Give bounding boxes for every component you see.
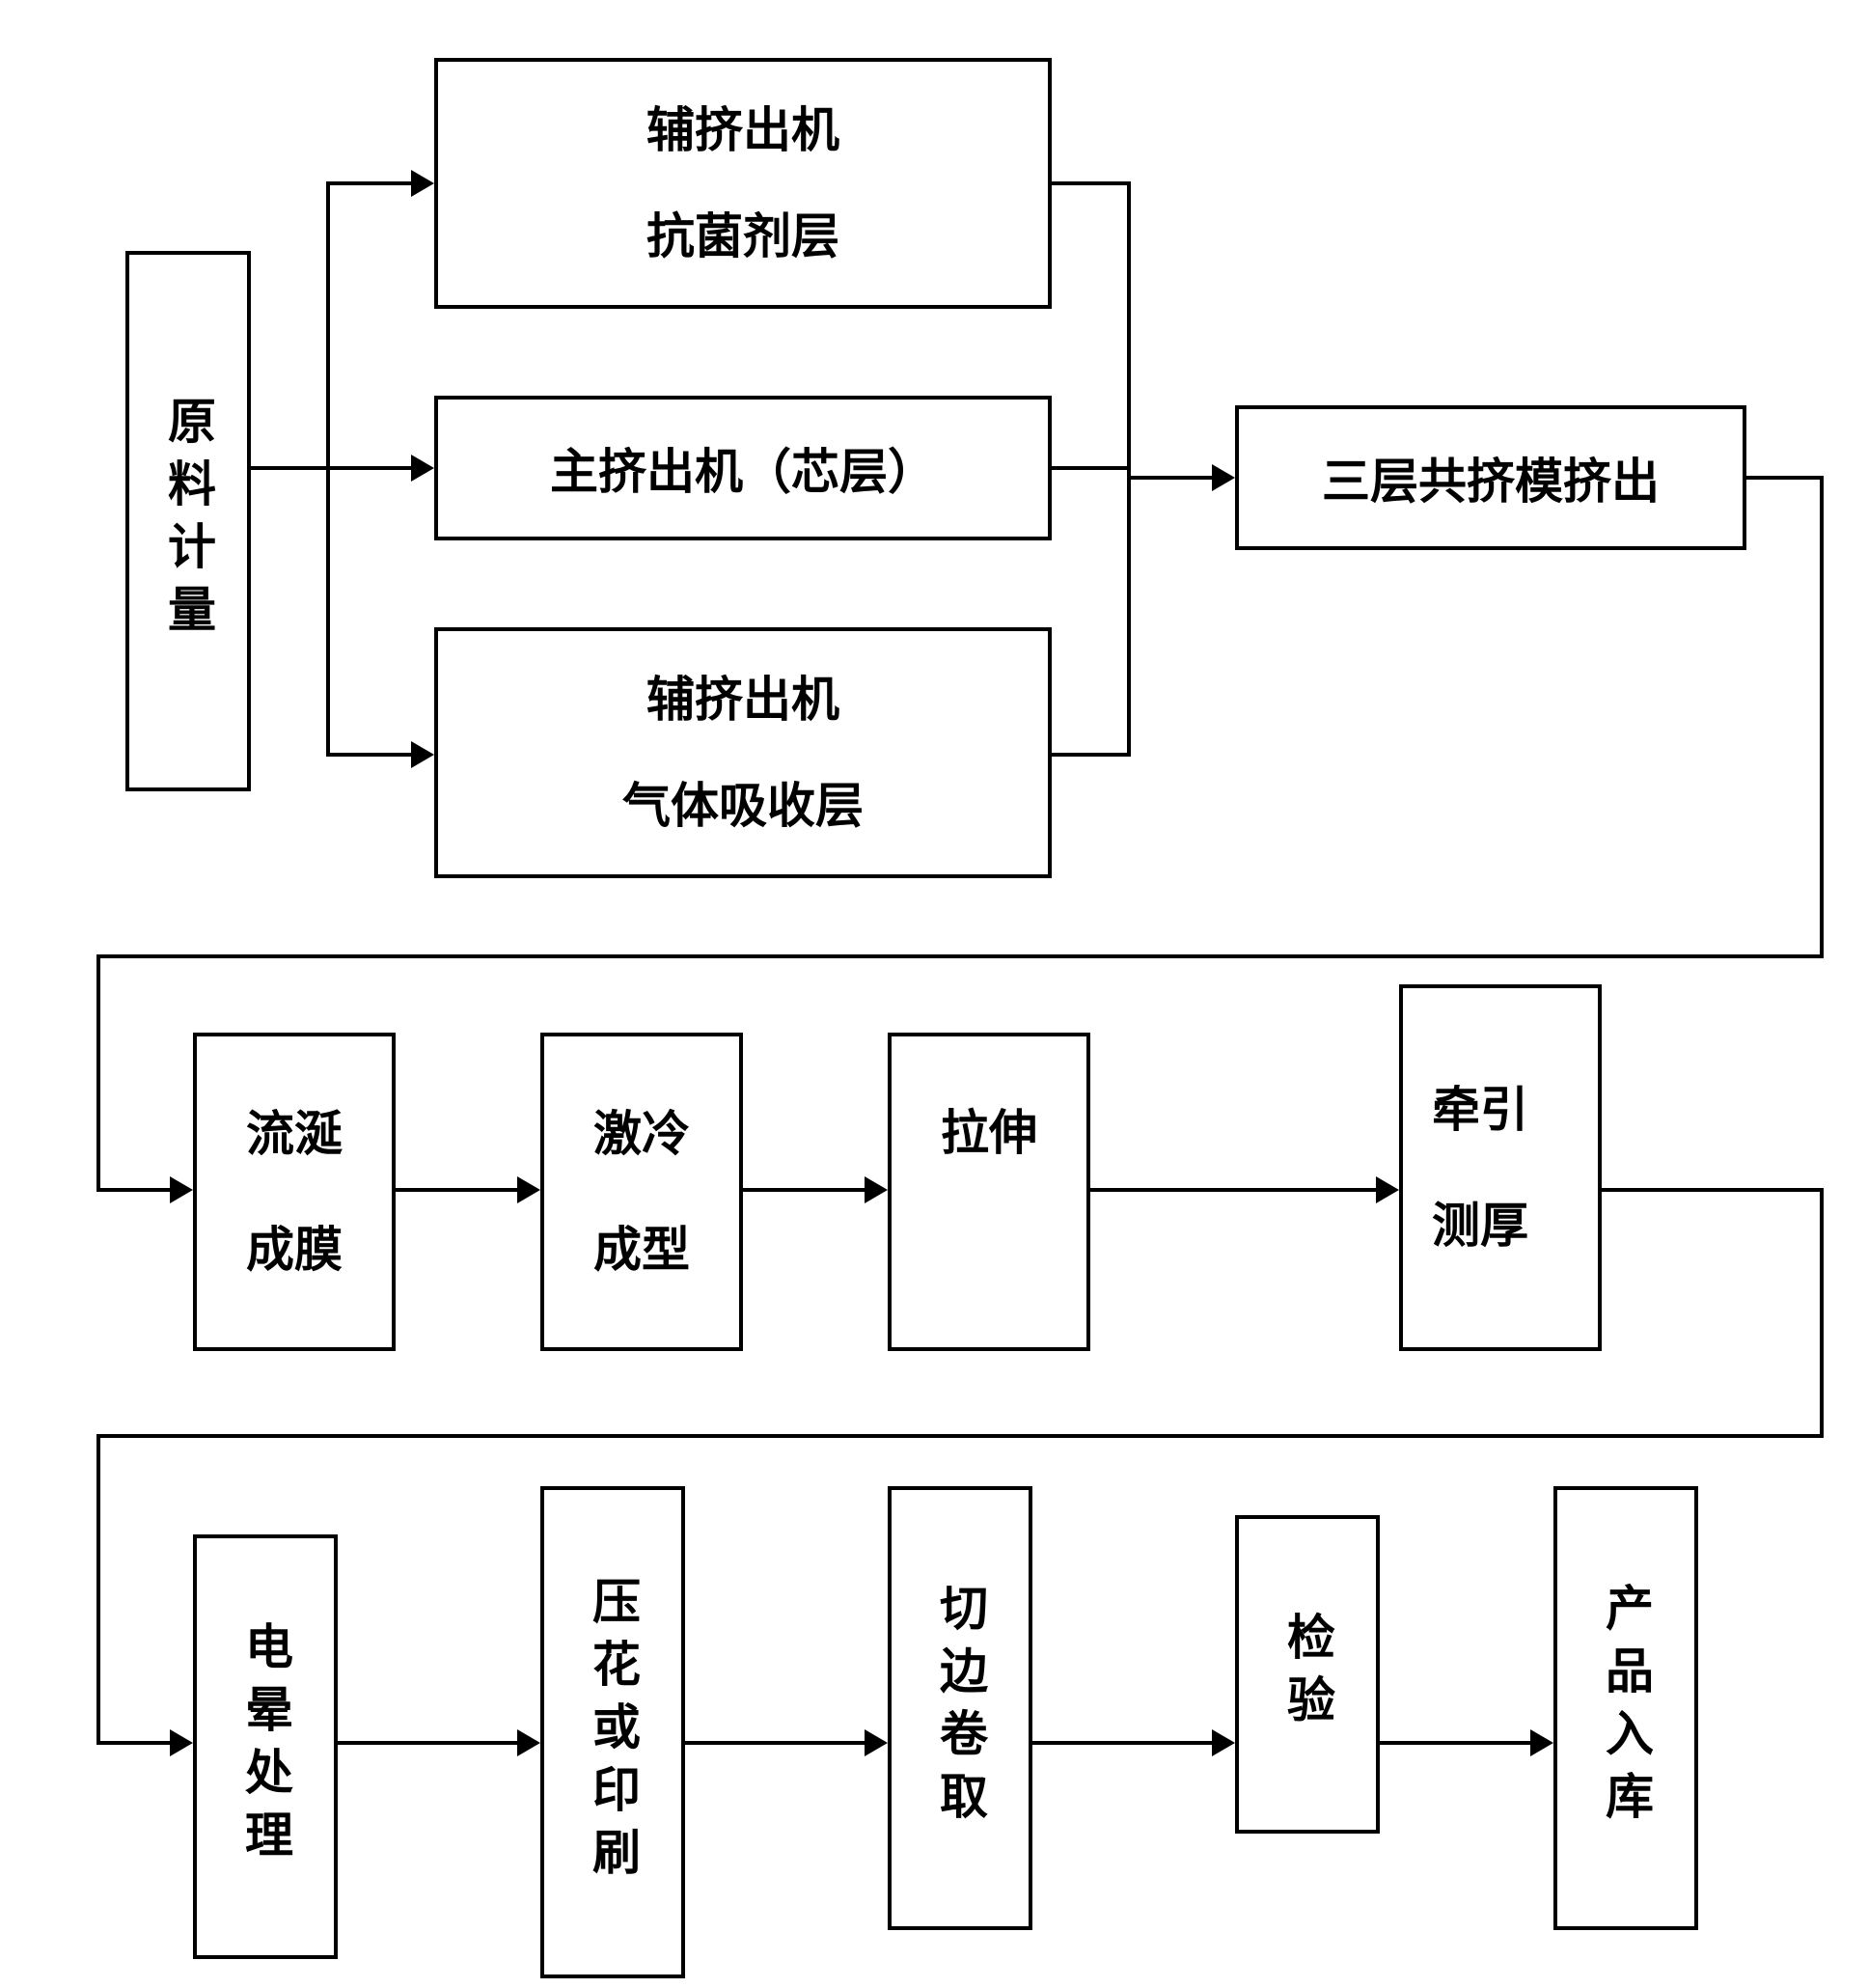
arrow-icon bbox=[1212, 1729, 1235, 1756]
edge-line bbox=[1032, 1741, 1212, 1745]
edge-line bbox=[96, 1741, 170, 1745]
edge-line bbox=[326, 181, 411, 185]
node-label: 原料计量 bbox=[153, 396, 223, 647]
edge-line bbox=[251, 466, 330, 470]
edge-line bbox=[1052, 753, 1131, 757]
arrow-icon bbox=[411, 741, 434, 768]
arrow-icon bbox=[517, 1176, 540, 1203]
node-label: 电晕处理 bbox=[231, 1621, 300, 1872]
node-coextrusion: 三层共挤模挤出 bbox=[1235, 405, 1746, 550]
arrow-icon bbox=[865, 1176, 888, 1203]
arrow-icon bbox=[1212, 464, 1235, 491]
edge-line bbox=[326, 753, 411, 757]
edge-line bbox=[96, 1188, 170, 1192]
node-label-line: 抗菌剂层 bbox=[646, 198, 839, 275]
node-label-line: 流涎 bbox=[246, 1095, 343, 1173]
edge-line bbox=[743, 1188, 865, 1192]
edge-line bbox=[326, 466, 411, 470]
edge-line bbox=[1820, 1188, 1824, 1438]
arrow-icon bbox=[170, 1176, 193, 1203]
edge-line bbox=[96, 954, 100, 1192]
edge-line bbox=[1052, 181, 1131, 185]
edge-line bbox=[96, 1434, 1824, 1438]
node-label: 拉伸 bbox=[941, 1094, 1037, 1164]
flowchart-canvas: 原料计量 辅挤出机 抗菌剂层 主挤出机（芯层） 辅挤出机 气体吸收层 三层共挤模… bbox=[0, 0, 1868, 1988]
node-label-line: 成型 bbox=[593, 1211, 690, 1288]
node-aux-extruder-bottom: 辅挤出机 气体吸收层 bbox=[434, 627, 1052, 878]
arrow-icon bbox=[865, 1729, 888, 1756]
node-stretch: 拉伸 bbox=[888, 1033, 1090, 1351]
edge-line bbox=[1127, 476, 1212, 480]
node-label-line: 辅挤出机 bbox=[646, 661, 839, 738]
node-quench: 激冷 成型 bbox=[540, 1033, 743, 1351]
node-corona: 电晕处理 bbox=[193, 1534, 338, 1959]
edge-line bbox=[96, 954, 1824, 958]
node-label: 切边卷取 bbox=[925, 1583, 995, 1834]
node-raw-material: 原料计量 bbox=[125, 251, 251, 791]
node-haul-gauge: 牵引 测厚 bbox=[1399, 984, 1602, 1351]
node-storage: 产品入库 bbox=[1553, 1486, 1698, 1930]
node-label-line: 测厚 bbox=[1432, 1187, 1528, 1264]
node-label: 检验 bbox=[1273, 1612, 1342, 1737]
arrow-icon bbox=[1376, 1176, 1399, 1203]
arrow-icon bbox=[1530, 1729, 1553, 1756]
node-emboss-print: 压花或印刷 bbox=[540, 1486, 685, 1978]
node-label-line: 气体吸收层 bbox=[622, 767, 864, 844]
edge-line bbox=[96, 1434, 100, 1745]
edge-line bbox=[338, 1741, 517, 1745]
edge-line bbox=[685, 1741, 865, 1745]
node-aux-extruder-top: 辅挤出机 抗菌剂层 bbox=[434, 58, 1052, 309]
node-label-line: 激冷 bbox=[593, 1095, 690, 1173]
node-label: 三层共挤模挤出 bbox=[1322, 443, 1660, 512]
edge-line bbox=[1090, 1188, 1376, 1192]
node-label-line: 成膜 bbox=[246, 1211, 343, 1288]
node-label-line: 辅挤出机 bbox=[646, 92, 839, 169]
node-inspect: 检验 bbox=[1235, 1515, 1380, 1834]
node-label-line: 牵引 bbox=[1432, 1071, 1528, 1148]
node-label: 产品入库 bbox=[1591, 1583, 1661, 1834]
edge-line bbox=[1380, 1741, 1530, 1745]
node-casting: 流涎 成膜 bbox=[193, 1033, 396, 1351]
node-label: 压花或印刷 bbox=[578, 1576, 647, 1890]
arrow-icon bbox=[517, 1729, 540, 1756]
node-main-extruder: 主挤出机（芯层） bbox=[434, 396, 1052, 540]
arrow-icon bbox=[411, 170, 434, 197]
arrow-icon bbox=[170, 1729, 193, 1756]
node-label: 主挤出机（芯层） bbox=[550, 433, 936, 503]
edge-line bbox=[396, 1188, 517, 1192]
edge-line bbox=[1052, 466, 1131, 470]
arrow-icon bbox=[411, 455, 434, 482]
edge-line bbox=[1602, 1188, 1824, 1192]
node-trim-wind: 切边卷取 bbox=[888, 1486, 1032, 1930]
edge-line bbox=[1746, 476, 1824, 480]
edge-line bbox=[1820, 476, 1824, 958]
